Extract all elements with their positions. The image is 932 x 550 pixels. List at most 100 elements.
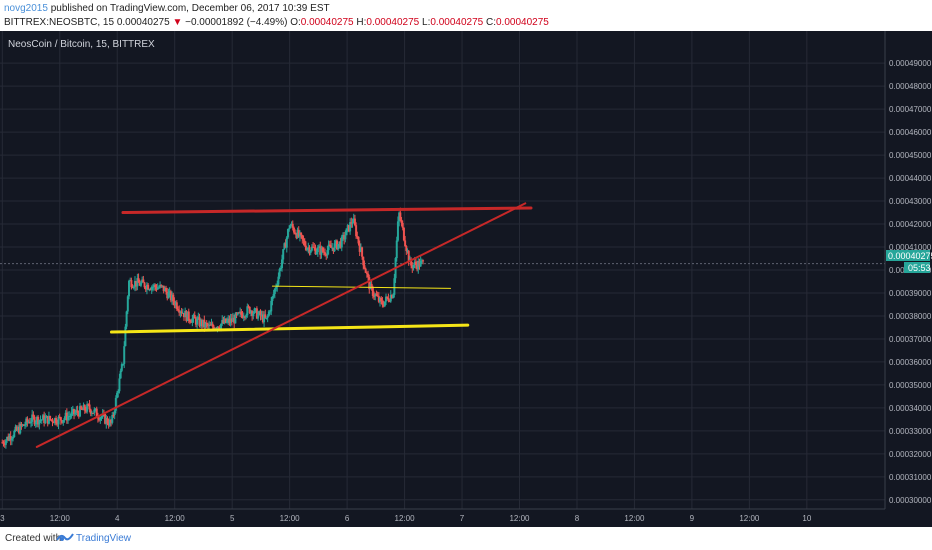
candle-body — [39, 419, 42, 421]
candle-body — [247, 306, 250, 308]
candle-body — [69, 415, 72, 417]
candle-body — [110, 419, 113, 423]
publish-line: novg2015 published on TradingView.com, D… — [4, 3, 330, 14]
candle-body — [306, 248, 309, 250]
candle-body — [260, 314, 263, 317]
candle-body — [333, 243, 336, 252]
candle-body — [119, 370, 122, 379]
countdown-tag — [904, 262, 930, 273]
trendline-line[interactable] — [35, 202, 527, 448]
candle-body — [350, 222, 353, 225]
price-tick-label: 0.00039000 — [889, 289, 932, 298]
candle-body — [81, 408, 84, 411]
time-tick-label: 12:00 — [624, 514, 645, 523]
candle-body — [163, 288, 166, 292]
candle-body — [322, 251, 325, 253]
candle-body — [82, 405, 85, 411]
candle-body — [416, 264, 419, 270]
candle-body — [193, 314, 196, 319]
candle-body — [337, 244, 340, 250]
candle-body — [255, 308, 258, 319]
candle-body — [380, 298, 383, 302]
candle-body — [383, 301, 386, 307]
open-label: O: — [290, 17, 301, 28]
candle-body — [181, 312, 184, 314]
candle-body — [1, 442, 4, 444]
candle-body — [242, 316, 245, 318]
footer: Created with TradingView — [0, 527, 932, 550]
candle-body — [177, 308, 180, 311]
support-line[interactable] — [109, 323, 470, 334]
candle-body — [52, 422, 55, 424]
candle-body — [139, 282, 142, 286]
candle-body — [18, 427, 21, 434]
tradingview-brand[interactable]: TradingView — [76, 533, 132, 544]
symbol-info: BITTREX:NEOSBTC, 15 — [4, 17, 115, 28]
candle-body — [99, 417, 102, 421]
candle-body — [4, 440, 7, 445]
created-with-text: Created with — [5, 533, 62, 544]
candle-body — [377, 296, 380, 302]
candle-body — [173, 301, 176, 306]
time-tick-label: 5 — [230, 514, 235, 523]
candle-body — [352, 218, 355, 223]
candle-body — [150, 286, 153, 290]
candle-body — [272, 293, 275, 297]
grid — [0, 31, 885, 509]
candle-body — [160, 284, 163, 286]
candle-body — [86, 404, 89, 412]
chart-header: novg2015 published on TradingView.com, D… — [0, 0, 932, 31]
candle-body — [58, 416, 61, 418]
candle-body — [126, 296, 129, 312]
candle-body — [14, 426, 17, 432]
candle-body — [226, 320, 229, 323]
candle-body — [389, 295, 392, 302]
minor-line[interactable] — [271, 285, 452, 289]
candle-body — [234, 313, 237, 324]
candle-body — [316, 247, 319, 253]
candle-body — [420, 260, 423, 262]
high-value: 0.00040275 — [366, 17, 420, 28]
candle-body — [362, 256, 365, 266]
candle-body — [22, 424, 25, 426]
candle-body — [228, 318, 231, 323]
candle-body — [295, 233, 298, 238]
candle-body — [325, 254, 328, 256]
low-label: L: — [422, 17, 431, 28]
candle-body — [390, 295, 393, 299]
candle-body — [149, 289, 152, 291]
time-tick-label: 12:00 — [739, 514, 760, 523]
candle-body — [331, 247, 334, 249]
price-tick-label: 0.00032000 — [889, 450, 932, 459]
candle-body — [16, 427, 19, 431]
candle-body — [186, 311, 189, 322]
candle-body — [156, 287, 159, 290]
candle-body — [9, 435, 12, 441]
candle-body — [326, 250, 329, 256]
candle-body — [264, 314, 267, 318]
candle-body — [108, 419, 111, 426]
candle-body — [315, 252, 318, 255]
candle-body — [87, 404, 90, 406]
candle-body — [57, 416, 60, 425]
price-axis[interactable]: 0.00049000 0.00048000 0.00047000 0.00046000… — [889, 59, 932, 505]
candle-body — [245, 315, 248, 318]
candle-body — [89, 409, 92, 414]
resistance-line[interactable] — [121, 206, 533, 215]
candle-body — [21, 424, 24, 426]
candle-body — [6, 436, 9, 441]
candle-body — [125, 311, 128, 327]
candle-body — [161, 285, 164, 287]
price-tick-label: 0.00033000 — [889, 427, 932, 436]
username-link[interactable]: novg2015 — [4, 3, 48, 14]
candle-body — [41, 415, 44, 420]
time-axis[interactable]: 3 12:00 4 12:00 5 12:00 6 12:00 7 12:00 8 12:00 9 12:… — [0, 514, 812, 523]
candle-body — [217, 326, 220, 328]
candle-body — [364, 268, 367, 273]
candle-body — [129, 280, 132, 282]
candle-body — [187, 311, 190, 321]
candle-body — [285, 237, 288, 248]
candle-body — [196, 318, 199, 325]
chart-canvas[interactable]: 0.00049000 0.00048000 0.00047000 0.00046000… — [0, 31, 932, 527]
candle-body — [144, 287, 147, 290]
